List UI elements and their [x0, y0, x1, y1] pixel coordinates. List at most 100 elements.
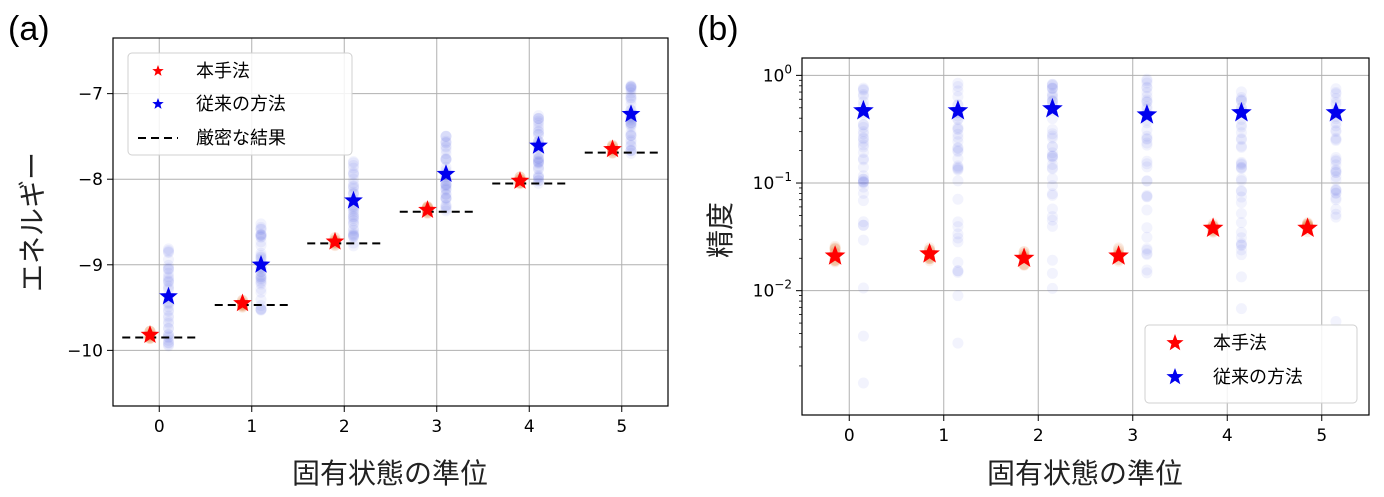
spread-point [348, 168, 359, 180]
spread-point [625, 87, 637, 99]
spread-point [348, 211, 359, 223]
spread-point [1330, 132, 1342, 144]
legend-box [1144, 324, 1358, 404]
spread-point [1235, 239, 1247, 251]
spread-point [952, 81, 964, 93]
spread-point [1330, 174, 1342, 186]
star-marker [344, 190, 363, 209]
spread-point [533, 171, 544, 183]
spread-point [1141, 137, 1153, 149]
panel-label-a: (a) [8, 10, 50, 48]
star-marker [1013, 247, 1035, 268]
spread-point [1330, 185, 1342, 197]
spread-point [1141, 96, 1153, 108]
spread-point [255, 272, 267, 284]
x-axis-label: 固有状態の準位 [987, 457, 1183, 490]
spread-point [857, 84, 869, 96]
spread-point [533, 120, 544, 132]
plot-area [824, 73, 1347, 389]
spread-point [857, 132, 869, 144]
spread-point [440, 137, 452, 149]
spread-point [440, 178, 452, 190]
spread-point [1330, 194, 1342, 206]
spread-point [625, 92, 637, 104]
spread-point [952, 256, 964, 268]
spread-point [348, 173, 359, 185]
spread-point [348, 159, 359, 171]
spread-point [348, 162, 359, 174]
spread-point [163, 305, 174, 317]
energy-chart: (a) 0 1 2 3 4 5 −10 −9 −8 −7 固有状態の準位 エネルギー 本手法 従来… [8, 10, 669, 490]
plot-frame [801, 57, 1370, 416]
spread-point [1046, 211, 1058, 223]
star-marker [418, 200, 437, 218]
legend-marker-proposed [152, 65, 164, 76]
star-marker [824, 245, 846, 265]
spread-point [1141, 175, 1153, 187]
spread-point [625, 119, 637, 131]
spread-point [857, 141, 869, 153]
y-axis-label: エネルギー [16, 152, 49, 292]
spread-point [348, 229, 359, 241]
spread-point [1046, 180, 1058, 192]
spread-point [857, 173, 869, 185]
spread-point [533, 161, 544, 173]
spread-point [1141, 189, 1153, 201]
spread-point [163, 263, 174, 275]
spread-point [952, 123, 964, 135]
star-marker [1325, 101, 1347, 122]
spread-point [348, 204, 359, 216]
spread-point [348, 215, 359, 227]
spread-point [1141, 75, 1153, 87]
spread-point [440, 135, 452, 147]
spread-point [952, 265, 964, 277]
spread-point [1141, 264, 1153, 276]
spread-point [163, 275, 174, 287]
spread-point [1046, 150, 1058, 162]
x-tick-label: 3 [431, 417, 442, 437]
spread-point [1330, 93, 1342, 105]
spread-point [440, 178, 452, 190]
spread-point [1046, 163, 1058, 175]
spread-point [533, 126, 544, 138]
spread-point [255, 304, 267, 316]
x-tick-label: 1 [938, 426, 949, 446]
x-tick-label: 0 [844, 426, 855, 446]
spread-point [857, 177, 869, 189]
spread-point [1235, 173, 1247, 185]
spread-point [1235, 232, 1247, 244]
spread-point [625, 127, 637, 139]
spread-point [348, 182, 359, 194]
spread-point [163, 339, 174, 351]
spread-point [952, 290, 964, 302]
spread-point [163, 276, 174, 288]
spread-point [255, 283, 267, 295]
legend-marker-conventional [1166, 368, 1184, 385]
spread-point [1141, 248, 1153, 260]
spread-point [163, 317, 174, 329]
spread-point [1235, 159, 1247, 171]
spread-point [952, 337, 964, 349]
spread-point [255, 228, 267, 240]
star-marker [1136, 103, 1158, 124]
spread-point [255, 273, 267, 285]
spread-point [625, 80, 637, 92]
spread-point [857, 128, 869, 140]
spread-point [440, 137, 452, 149]
spread-point [1046, 128, 1058, 140]
spread-point [1330, 183, 1342, 195]
spread-point [952, 146, 964, 158]
spread-point [857, 83, 869, 95]
y-tick-label: −9 [78, 256, 103, 276]
spread-point [1330, 192, 1342, 204]
spread-point [952, 132, 964, 144]
y-tick-label: 100 [763, 62, 792, 86]
spread-point [1330, 126, 1342, 138]
spread-point [625, 139, 637, 151]
spread-point [440, 130, 452, 142]
spread-point [163, 310, 174, 322]
spread-point [857, 282, 869, 294]
spread-point [1330, 316, 1342, 328]
spread-point [1046, 141, 1058, 153]
